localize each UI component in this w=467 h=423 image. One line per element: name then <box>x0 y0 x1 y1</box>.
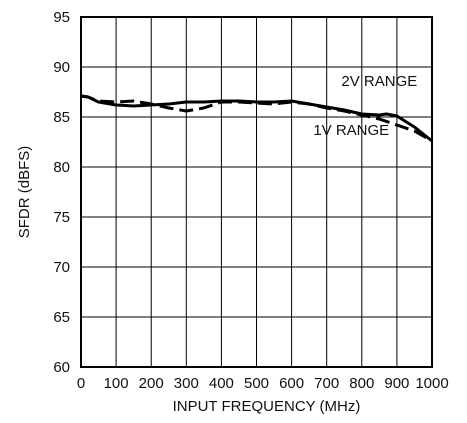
y-tick-label: 60 <box>53 359 70 376</box>
y-tick-label: 90 <box>53 59 70 76</box>
x-tick-labels: 0 100 200 300 400 500 600 700 800 900 1000 <box>77 375 449 392</box>
x-tick-label: 900 <box>384 375 409 392</box>
x-tick-label: 1000 <box>415 375 448 392</box>
x-tick-label: 100 <box>104 375 129 392</box>
y-tick-label: 85 <box>53 109 70 126</box>
y-tick-label: 95 <box>53 9 70 26</box>
y-tick-label: 75 <box>53 209 70 226</box>
grid <box>80 16 433 368</box>
x-tick-label: 700 <box>314 375 339 392</box>
x-axis-label: INPUT FREQUENCY (MHz) <box>173 398 361 415</box>
series-annotations: 2V RANGE 1V RANGE <box>313 73 417 139</box>
series-line-1v-range <box>80 94 433 143</box>
series-annotation: 2V RANGE <box>341 73 417 90</box>
series-line-2v-range <box>80 94 433 143</box>
series-group <box>80 94 433 143</box>
y-tick-label: 65 <box>53 309 70 326</box>
x-tick-label: 200 <box>139 375 164 392</box>
plot-frame <box>80 16 433 368</box>
y-tick-label: 80 <box>53 159 70 176</box>
x-tick-label: 300 <box>174 375 199 392</box>
y-tick-labels: 60 65 70 75 80 85 90 95 <box>53 9 70 376</box>
x-tick-label: 800 <box>349 375 374 392</box>
x-tick-label: 500 <box>244 375 269 392</box>
y-tick-label: 70 <box>53 259 70 276</box>
y-axis-label: SFDR (dBFS) <box>16 146 33 239</box>
x-tick-label: 400 <box>209 375 234 392</box>
x-tick-label: 0 <box>77 375 85 392</box>
x-tick-label: 600 <box>279 375 304 392</box>
series-annotation: 1V RANGE <box>313 122 389 139</box>
